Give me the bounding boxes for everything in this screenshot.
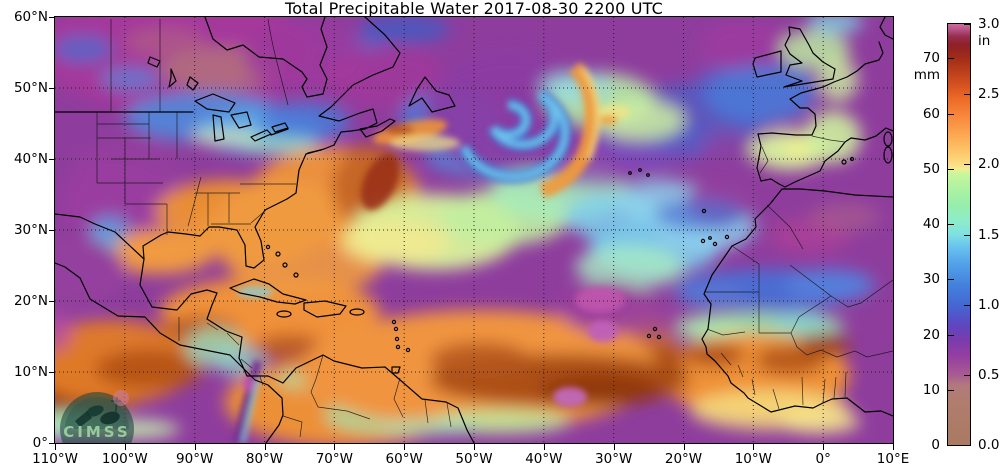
colorbar-mm-label: 10 <box>922 381 940 398</box>
lat-tick-label: 10°N <box>13 364 48 380</box>
lat-tick-label: 0° <box>32 435 48 451</box>
lon-tick-mark <box>194 444 196 450</box>
colorbar-in-label: 2.5 <box>978 86 1000 103</box>
lat-tick-mark <box>49 443 55 444</box>
lon-tick-label: 50°W <box>455 451 493 467</box>
lon-tick-mark <box>264 444 266 450</box>
colorbar-mm-tick <box>948 279 954 281</box>
lat-tick-mark <box>49 230 55 231</box>
colorbar-mm-tick <box>948 389 954 391</box>
lon-tick-label: 60°W <box>385 451 423 467</box>
lon-tick-mark <box>334 444 336 450</box>
lat-tick-mark <box>49 372 55 373</box>
colorbar-mm-label: 0 <box>931 437 940 453</box>
lon-tick-mark <box>474 444 475 450</box>
colorbar-mm-label: 30 <box>922 271 940 288</box>
lon-tick-label: 80°W <box>245 451 284 467</box>
lon-tick-mark <box>683 444 685 450</box>
graticule <box>55 17 893 443</box>
colorbar-mm-label: 20 <box>922 326 940 343</box>
colorbar-in-label: 1.0 <box>978 296 1000 313</box>
lat-tick-mark <box>49 159 55 160</box>
lat-tick-label: 30°N <box>13 222 48 238</box>
colorbar-in-label: 0.0 <box>978 437 1000 453</box>
colorbar-in-label: 2.0 <box>978 156 1000 173</box>
colorbar-in-label: 0.5 <box>978 366 1000 383</box>
colorbar-in-tick <box>964 94 970 96</box>
lat-tick-label: 20°N <box>13 293 48 309</box>
lon-tick-label: 30°W <box>595 451 633 467</box>
lon-tick-label: 40°W <box>525 451 563 467</box>
lon-tick-label: 10°E <box>876 451 910 467</box>
lon-tick-label: 70°W <box>315 451 353 467</box>
colorbar-unit-mm: mm <box>913 67 940 84</box>
lon-tick-mark <box>753 444 755 450</box>
lat-tick-mark <box>49 17 55 18</box>
colorbar-mm-tick <box>948 113 954 115</box>
colorbar-mm-label: 60 <box>922 105 940 122</box>
colorbar-mm-tick <box>948 224 954 225</box>
lon-tick-mark <box>893 444 894 450</box>
colorbar-in-tick <box>964 24 970 25</box>
lon-tick-mark <box>124 444 126 450</box>
colorbar-in-tick <box>964 374 970 376</box>
colorbar-unit-in: in <box>978 33 991 49</box>
lon-tick-mark <box>613 444 615 450</box>
colorbar-in-tick <box>964 445 970 446</box>
colorbar-in-tick <box>964 164 970 166</box>
lon-tick-mark <box>55 444 56 450</box>
coastlines <box>55 17 893 443</box>
lon-tick-label: 90°W <box>176 451 214 467</box>
lon-tick-mark <box>404 444 406 450</box>
colorbar-mm-label: 40 <box>922 216 940 232</box>
lat-tick-label: 60°N <box>13 9 48 25</box>
lon-tick-label: 100°W <box>101 451 148 467</box>
lat-tick-label: 50°N <box>13 80 48 96</box>
cyclone-swirl <box>457 61 601 199</box>
lon-tick-mark <box>543 444 545 450</box>
colorbar-mm-label: 70 <box>922 50 940 67</box>
cimss-logo: CIMSS <box>60 390 134 443</box>
colorbar-mm-tick <box>948 334 954 336</box>
colorbar-in-label: 1.5 <box>978 226 1000 243</box>
lon-tick-mark <box>823 444 825 450</box>
colorbar-mm-label: 50 <box>922 160 940 177</box>
cimss-logo-text: CIMSS <box>63 423 130 441</box>
lon-tick-label: 20°W <box>664 451 703 467</box>
lon-tick-label: 0° <box>815 451 831 467</box>
colorbar-in-label: 3.0 <box>978 16 1000 32</box>
colorbar-mm-tick <box>948 445 954 446</box>
lat-tick-mark <box>49 301 55 302</box>
tpw-map: CIMSS <box>55 17 893 443</box>
lon-tick-label: 10°W <box>734 451 772 467</box>
colorbar-in-tick <box>964 234 970 236</box>
colorbar-in-tick <box>964 304 970 306</box>
lon-tick-label: 110°W <box>32 451 78 467</box>
chart-title: Total Precipitable Water 2017-08-30 2200… <box>284 0 664 18</box>
political-borders <box>96 18 893 438</box>
colorbar-mm-tick <box>948 58 954 60</box>
lat-tick-label: 40°N <box>13 151 48 167</box>
map-frame: CIMSS <box>54 16 894 444</box>
lat-tick-mark <box>49 88 55 89</box>
colorbar-mm-tick <box>948 168 954 170</box>
